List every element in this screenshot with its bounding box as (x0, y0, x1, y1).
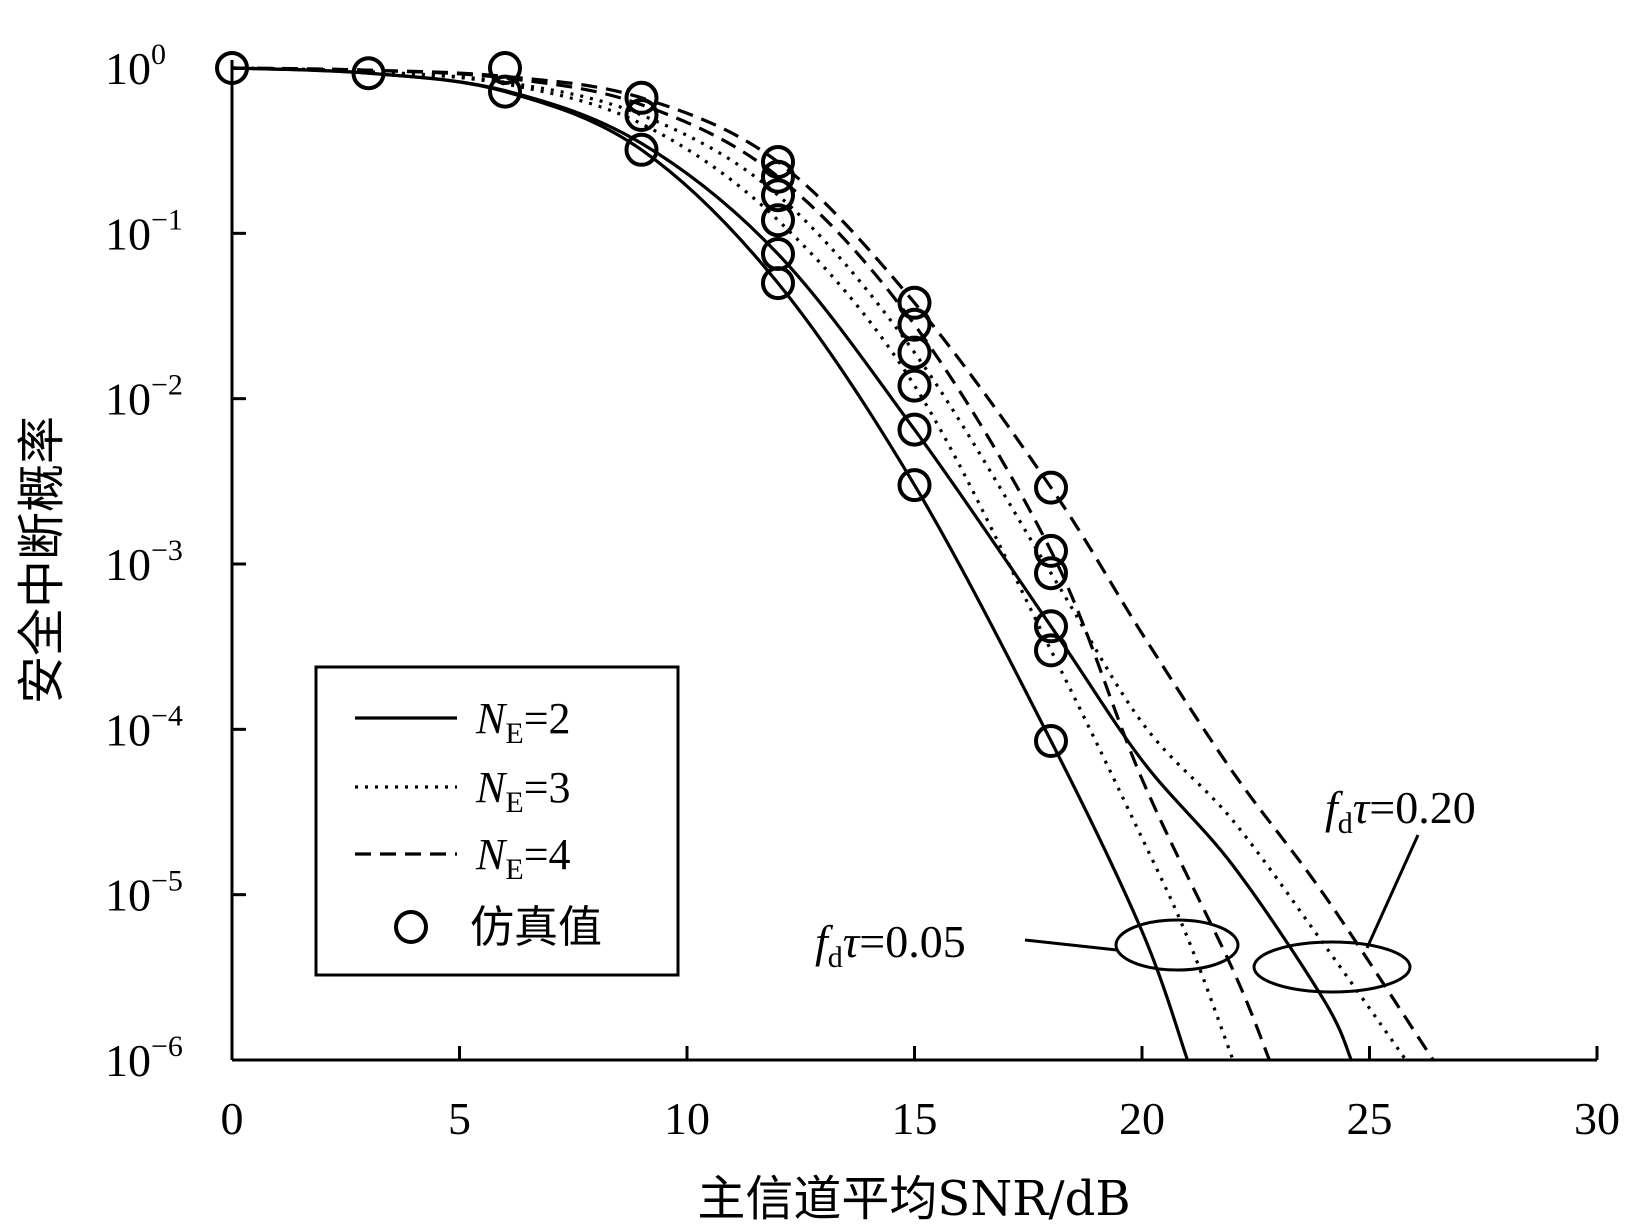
series-line-ne3-fd005 (232, 66, 1235, 1061)
annotation-ellipse-020 (1252, 940, 1412, 994)
simulation-point (897, 412, 932, 447)
simulation-point (897, 468, 932, 503)
legend-label-ne2: NE=2 (475, 694, 571, 750)
simulation-point (761, 159, 795, 194)
simulation-point (624, 80, 659, 115)
simulation-point (1034, 609, 1068, 644)
simulation-point (761, 178, 795, 213)
simulation-point (897, 285, 932, 320)
y-tick-label: 10−6 (105, 1030, 183, 1086)
simulation-point (897, 307, 932, 342)
y-ticks: 100 10−1 10−2 10−3 10−4 10−5 10−6 (105, 38, 246, 1086)
simulation-point (897, 335, 932, 370)
legend: NE=2 NE=3 NE=4 仿真值 (314, 665, 680, 977)
simulation-markers (215, 51, 1068, 758)
y-axis-title: 安全中断概率 (14, 416, 70, 704)
annotation-ellipse-005 (1114, 918, 1240, 972)
x-tick-label: 25 (1347, 1093, 1393, 1144)
simulation-point (488, 51, 522, 85)
annotations: fdτ=0.05 fdτ=0.20 (815, 782, 1476, 994)
y-tick-label: 100 (105, 38, 166, 94)
legend-label-ne4: NE=4 (475, 830, 571, 886)
annotation-leader-005 (1024, 938, 1118, 952)
simulation-point (215, 51, 249, 85)
simulation-point (624, 132, 659, 167)
annotation-label-005: fdτ=0.05 (815, 916, 966, 974)
simulation-point (1034, 724, 1068, 758)
simulation-point (761, 237, 795, 271)
simulation-point (624, 98, 659, 132)
simulation-point (1034, 470, 1068, 505)
legend-marker-circle (394, 910, 428, 944)
y-tick-label: 10−1 (105, 203, 183, 259)
y-tick-label: 10−3 (105, 534, 183, 590)
x-axis-title: 主信道平均SNR/dB (697, 1171, 1130, 1227)
simulation-point (351, 56, 386, 91)
x-tick-label: 20 (1119, 1093, 1165, 1144)
x-tick-label: 0 (221, 1093, 244, 1144)
x-tick-label: 15 (892, 1093, 938, 1144)
legend-box (314, 665, 680, 977)
simulation-point (897, 368, 932, 403)
x-tick-label: 10 (664, 1093, 710, 1144)
simulation-point (1034, 533, 1068, 568)
simulation-point (761, 203, 795, 238)
x-tick-label: 30 (1574, 1093, 1620, 1144)
y-tick-label: 10−4 (105, 699, 183, 755)
legend-label-ne3: NE=3 (475, 763, 571, 819)
annotation-leader-020 (1365, 834, 1420, 949)
simulation-point (761, 145, 795, 179)
y-tick-label: 10−2 (105, 369, 183, 425)
simulation-point (1034, 556, 1068, 591)
x-ticks: 0 5 10 15 20 25 30 (221, 1046, 1620, 1144)
series-line-ne3-fd02 (232, 66, 1408, 1061)
legend-label-simulation: 仿真值 (470, 902, 602, 953)
y-tick-label: 10−5 (105, 865, 183, 921)
annotation-label-020: fdτ=0.20 (1325, 782, 1476, 840)
simulation-point (488, 74, 522, 109)
x-tick-label: 5 (448, 1093, 471, 1144)
series-line-ne2-fd02 (232, 66, 1353, 1061)
simulation-point (1034, 633, 1068, 668)
